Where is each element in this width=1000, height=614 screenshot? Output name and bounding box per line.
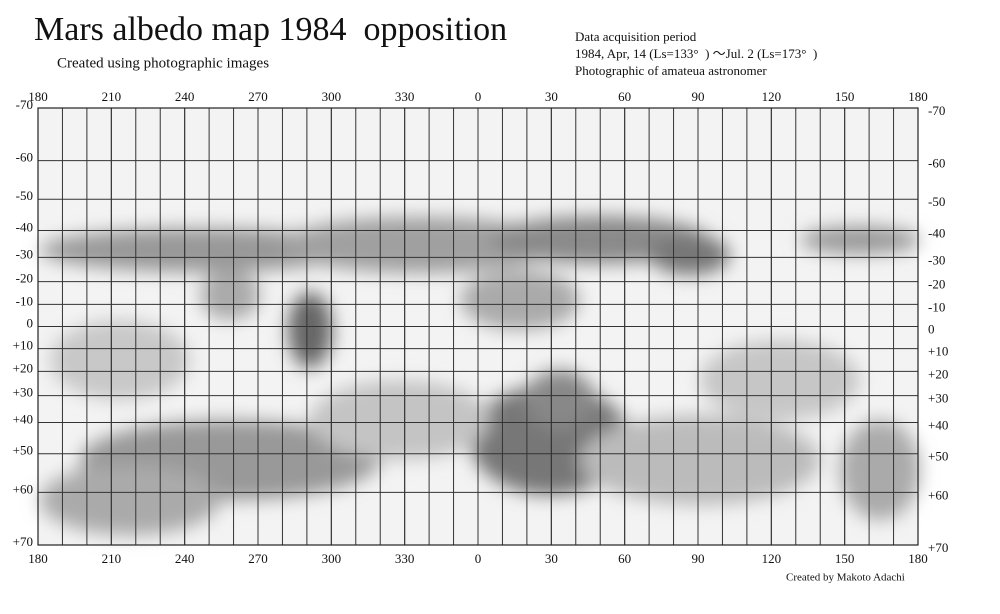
- lat-label-right: +40: [928, 418, 948, 433]
- lon-label-bottom: 270: [248, 551, 268, 566]
- lat-label-right: -60: [928, 156, 945, 171]
- info-line: 1984, Apr, 14 (Ls=133° ) ～Jul. 2 (Ls=173…: [575, 46, 817, 61]
- lat-label-left: -60: [16, 150, 33, 165]
- lon-label-top: 180: [28, 89, 48, 104]
- lon-label-top: 60: [618, 89, 631, 104]
- lon-label-bottom: 30: [545, 551, 558, 566]
- lat-label-right: +50: [928, 449, 948, 464]
- lon-label-top: 240: [175, 89, 195, 104]
- lon-label-bottom: 240: [175, 551, 195, 566]
- lat-label-left: -70: [16, 97, 33, 112]
- lat-label-right: -50: [928, 194, 945, 209]
- map-border: [37, 107, 919, 546]
- lon-label-top: 330: [395, 89, 415, 104]
- lat-label-right: -40: [928, 225, 945, 240]
- lat-label-right: +20: [928, 366, 948, 381]
- lat-label-right: +60: [928, 487, 948, 502]
- lat-label-right: -30: [928, 252, 945, 267]
- lon-label-bottom: 90: [692, 551, 705, 566]
- lat-label-left: +50: [13, 443, 33, 458]
- lon-label-top: 90: [692, 89, 705, 104]
- lat-label-left: -10: [16, 293, 33, 308]
- lat-label-left: +10: [13, 338, 33, 353]
- lat-label-right: +70: [928, 540, 948, 555]
- graticule: [37, 107, 919, 546]
- lon-label-bottom: 150: [835, 551, 855, 566]
- lat-label-left: -20: [16, 271, 33, 286]
- lon-label-top: 120: [762, 89, 782, 104]
- lat-label-left: +40: [13, 412, 33, 427]
- lat-label-left: -30: [16, 246, 33, 261]
- lon-label-top: 180: [908, 89, 928, 104]
- lon-label-top: 270: [248, 89, 268, 104]
- lon-label-bottom: 180: [28, 551, 48, 566]
- lon-label-top: 30: [545, 89, 558, 104]
- subtitle: Created using photographic images: [57, 55, 269, 71]
- lat-label-left: +60: [13, 481, 33, 496]
- lon-label-bottom: 180: [908, 551, 928, 566]
- lat-label-right: +30: [928, 391, 948, 406]
- lon-label-bottom: 300: [322, 551, 342, 566]
- lon-label-bottom: 0: [475, 551, 482, 566]
- lon-label-top: 210: [102, 89, 122, 104]
- lat-label-left: -40: [16, 219, 33, 234]
- info-line: Data acquisition period: [575, 29, 697, 44]
- lon-label-bottom: 120: [762, 551, 782, 566]
- lat-label-right: +10: [928, 344, 948, 359]
- title: Mars albedo map 1984 opposition: [34, 11, 507, 48]
- info-line: Photographic of amateua astronomer: [575, 63, 767, 78]
- lat-label-left: 0: [27, 315, 34, 330]
- lat-label-left: +20: [13, 360, 33, 375]
- lon-label-bottom: 60: [618, 551, 631, 566]
- lon-label-top: 0: [475, 89, 482, 104]
- lat-label-right: -70: [928, 103, 945, 118]
- lon-label-top: 300: [322, 89, 342, 104]
- lat-label-right: -20: [928, 277, 945, 292]
- lon-label-bottom: 210: [102, 551, 122, 566]
- lat-label-left: +30: [13, 385, 33, 400]
- lat-label-right: 0: [928, 321, 935, 336]
- lon-label-bottom: 330: [395, 551, 415, 566]
- credit: Created by Makoto Adachi: [786, 572, 905, 584]
- lat-label-left: +70: [13, 534, 33, 549]
- lon-label-top: 150: [835, 89, 855, 104]
- lat-label-right: -10: [928, 299, 945, 314]
- lat-label-left: -50: [16, 188, 33, 203]
